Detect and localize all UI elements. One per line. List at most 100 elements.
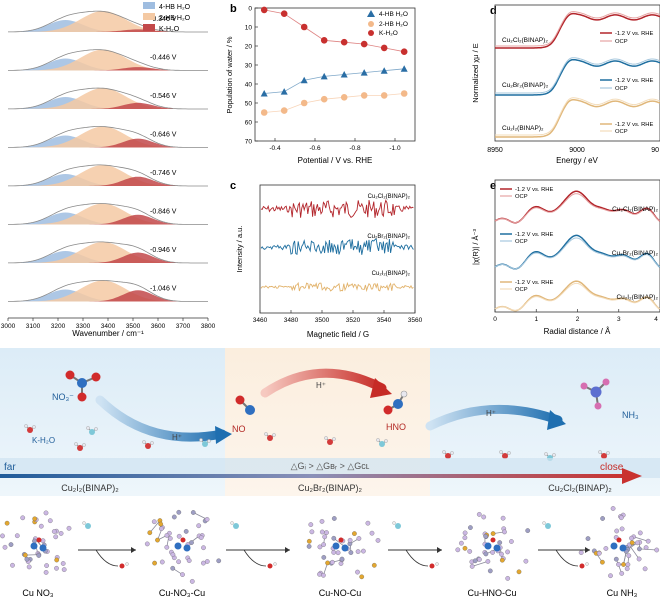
spectrum-1-k-band [8,67,208,71]
mech-0-atom-33 [26,564,32,570]
series-0-point-6 [380,67,388,74]
mech-1-cu-a [174,542,182,550]
mech-label-1: Cu-NO₃-Cu [159,588,205,598]
mech-arrowhead-3 [585,547,590,553]
label-delta-g: △Gᵢ > △Gʙᵣ > △Gᴄʟ [291,461,370,471]
xanes-sample-i: Cu₂I₂(BINAP)₂ [502,125,544,132]
water-8-h1 [442,450,446,454]
mech-2-atom-5 [324,530,329,535]
mech-1-atom-16 [190,510,196,515]
mech-3-atom-32 [483,533,489,539]
spectrum-6-envelope [8,241,208,264]
mech-0-atom-38 [2,544,8,550]
label-cat-i: Cu₂I₂(BINAP)₂ [61,483,119,493]
series-1-point-6 [380,92,388,99]
exafs-i-ocp [494,282,660,312]
panel-c-xtick-3: 3520 [346,317,361,324]
spectrum-6-k-band [8,252,208,263]
water-9-h1 [499,450,503,454]
mech-3-atom-25 [485,559,491,564]
mech-1-atom-9 [147,530,153,536]
mech-4-atom-16 [600,516,605,521]
exafs-legend-ocp-i: OCP [515,287,528,293]
spectrum-5-4hb-band [8,212,208,225]
mech-4-atom-37 [629,535,634,541]
mech-0-atom-5 [43,510,49,516]
mech-2-atom-28 [331,535,337,541]
spectrum-5-2hb-band [8,203,208,225]
mech-3-cu-b [493,544,501,552]
mech-4-atom-17 [610,506,616,511]
mech-3-atom-17 [476,512,482,517]
panel-b-ylabel: Population of water / % [225,36,234,113]
epr-trace-br [260,238,414,256]
mech-2-atom-27 [359,574,365,580]
spectrum-0-envelope [8,10,208,33]
series-2-point-2 [300,23,308,31]
panel-a-xtick-6: 3600 [151,323,166,330]
mech-water-out-h-1 [273,562,277,566]
panel-a-xtick-0: 3000 [1,323,16,330]
series-0-point-5 [360,69,368,76]
spectrum-3-k-band [8,138,208,148]
series-0-point-2 [300,76,308,84]
mech-0-atom-23 [58,531,64,536]
spectrum-4-2hb-band [8,165,208,186]
mech-3-atom-5 [462,535,468,541]
mech-1-atom-7 [167,536,173,541]
epr-trace-cl [260,199,414,219]
mech-3-atom-35 [509,539,514,544]
spectrum-2-2hb-band [8,88,208,109]
xanes-sample-cl: Cu₂Cl₂(BINAP)₂ [502,37,548,44]
mech-arrow-branch-2 [405,549,429,567]
water-6-h2 [332,437,336,441]
mech-arrow-branch-1 [243,549,267,567]
legend-label-2hb: 2-HB H₂O [159,15,191,22]
mech-water-out-1 [267,563,273,569]
panel-c-xtick-4: 3540 [377,317,392,324]
mech-water-in-h-2 [392,521,396,525]
mech-2-atom-0 [371,562,377,568]
mech-2-atom-25 [308,522,314,527]
water-9-h2 [507,451,511,455]
energy-band [0,458,660,478]
panel-b-ytick-6: 60 [245,120,253,127]
mech-4-atom-10 [636,556,642,562]
mech-4-atom-22 [596,550,602,556]
panel-a-xtick-5: 3500 [126,323,141,330]
mech-2-atom-37 [355,549,361,554]
mech-label-0: Cu NO₃ [22,588,54,598]
arrow-no-to-hno [260,368,387,398]
mech-3-atom-13 [505,549,510,555]
water-3-oxygen [145,443,151,449]
panel-a-xtick-7: 3700 [176,323,191,330]
mech-4-atom-3 [619,571,625,576]
mech-3-atom-12 [497,540,503,545]
nh3-molecule [580,378,610,410]
mech-2-atom-33 [321,542,326,547]
panel-e-ylabel: |χ(R)| / Å⁻³ [471,229,480,265]
panel-b-legend: 4-HB H₂O 2-HB H₂O K-H₂O [367,10,408,37]
mech-water-out-2 [429,563,435,569]
mech-water-in-h-0 [82,521,86,525]
panel-c-ylabel: Intensity / a.u. [235,226,244,273]
mech-label-4: Cu NH₃ [607,588,638,598]
water-8-h2 [450,451,454,455]
mech-4-ligand-o [616,537,622,543]
mechanism-row: Cu NO₃ Cu-NO₃-Cu Cu-NO-Cu Cu-HNO-Cu Cu N… [0,506,660,598]
mech-1-atom-12 [171,514,177,520]
gradient-arrowhead [622,468,642,484]
exafs-sample-br: Cu₂Br₂(BINAP)₂ [612,250,659,257]
exafs-legend-ocp-cl: OCP [515,194,528,200]
mech-4-atom-7 [608,573,613,579]
potential-label-2: -0.546 V [150,93,177,100]
potential-label-4: -0.746 V [150,170,177,177]
mech-3-atom-0 [490,531,496,536]
reaction-scheme: NO₃⁻ H⁺ NO H⁺ HNO H⁺ NH₃ K-H₂O far close [0,348,660,496]
mech-0-atom-39 [54,565,59,571]
panel-b-ytick-3: 30 [245,63,253,70]
mech-arrowhead-0 [131,547,136,553]
series-0-line [264,68,405,94]
mech-3-atom-33 [499,551,504,557]
mech-0-atom-9 [4,520,10,526]
